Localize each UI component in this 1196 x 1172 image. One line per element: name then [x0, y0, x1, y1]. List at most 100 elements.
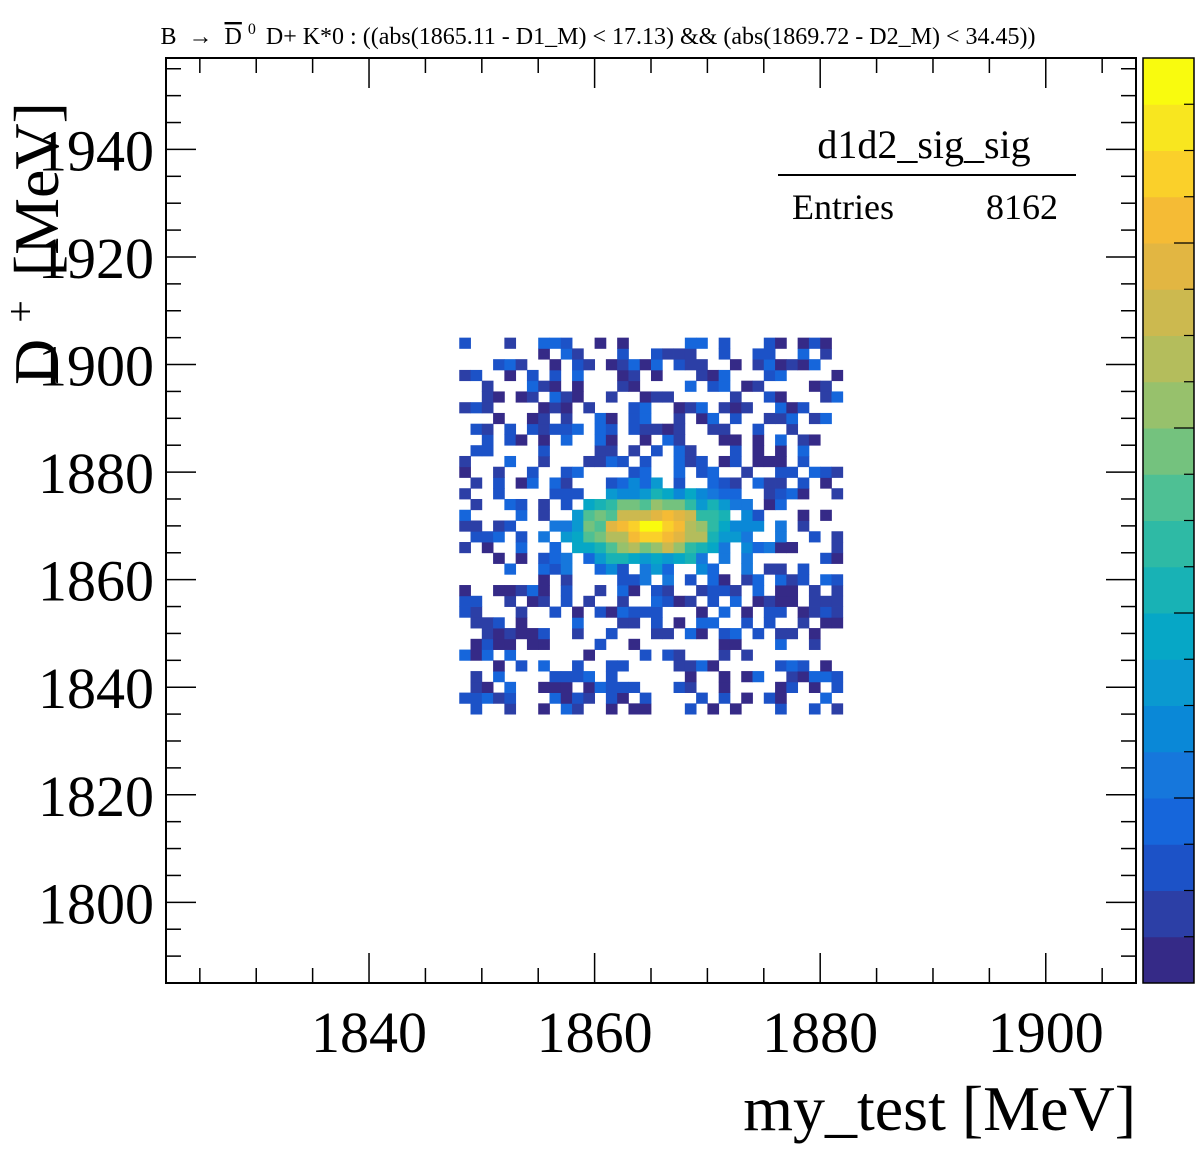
- heatmap-cell: [515, 542, 528, 554]
- title-dbar: D: [225, 24, 242, 50]
- heatmap-cell: [684, 671, 697, 683]
- heatmap-cell: [594, 498, 607, 511]
- heatmap-cell: [718, 520, 731, 532]
- heatmap-cell: [538, 380, 550, 392]
- palette-swatch: [1143, 196, 1194, 244]
- heatmap-cell: [763, 455, 776, 468]
- heatmap-cell: [696, 628, 708, 640]
- heatmap-cell: [526, 628, 539, 640]
- heatmap-cell: [639, 542, 652, 554]
- heatmap-cell: [741, 692, 753, 704]
- heatmap-cell: [639, 466, 652, 478]
- heatmap-cell: [538, 585, 550, 597]
- heatmap-cell: [718, 628, 731, 640]
- heatmap-cell: [786, 488, 799, 500]
- heatmap-cell: [786, 466, 799, 478]
- heatmap-cell: [808, 628, 821, 640]
- heatmap-cell: [752, 434, 765, 446]
- heatmap-cell: [718, 681, 731, 693]
- heatmap-cell: [583, 359, 596, 371]
- heatmap-cell: [628, 423, 641, 435]
- y-tick-label: 1860: [38, 549, 154, 614]
- heatmap-cell: [572, 391, 584, 403]
- palette-swatch: [1143, 104, 1194, 151]
- heatmap-cell: [651, 552, 663, 564]
- heatmap-cell: [673, 466, 686, 478]
- heatmap-cell: [729, 638, 742, 650]
- heatmap-cell: [741, 531, 753, 543]
- heatmap-cell: [459, 692, 471, 704]
- heatmap-cell: [718, 337, 731, 349]
- palette-swatch: [1143, 243, 1194, 290]
- heatmap-cell: [707, 703, 720, 715]
- heatmap-cell: [718, 585, 731, 597]
- heatmap-cell: [763, 692, 776, 704]
- heatmap-cell: [786, 542, 799, 554]
- heatmap-cell: [504, 703, 517, 715]
- heatmap-cell: [459, 585, 471, 597]
- heatmap-cell: [752, 671, 765, 683]
- heatmap-cell: [549, 380, 562, 392]
- heatmap-cell: [831, 617, 844, 629]
- heatmap-cell: [775, 692, 787, 704]
- heatmap-cell: [605, 531, 618, 543]
- heatmap-cell: [594, 520, 607, 532]
- y-tick-label: 1840: [38, 656, 154, 721]
- heatmap-cell: [651, 520, 663, 532]
- heatmap-cell: [549, 671, 562, 683]
- heatmap-cell: [538, 638, 550, 650]
- heatmap-cell: [628, 606, 641, 618]
- heatmap-cell: [651, 585, 663, 597]
- heatmap-cell: [538, 703, 550, 715]
- heatmap-cell: [684, 660, 697, 672]
- heatmap-cell: [775, 703, 787, 715]
- heatmap-cell: [617, 692, 629, 704]
- heatmap-cell: [752, 348, 765, 360]
- heatmap-cell: [617, 455, 629, 468]
- heatmap-cell: [684, 359, 697, 371]
- heatmap-cell: [538, 434, 550, 446]
- heatmap-cell: [662, 649, 674, 661]
- heatmap-cell: [470, 445, 483, 457]
- heatmap-cell: [504, 337, 517, 349]
- heatmap-cell: [707, 574, 720, 586]
- heatmap-cell: [775, 498, 787, 511]
- heatmap-cell: [729, 455, 742, 468]
- heatmap-cell: [775, 542, 787, 554]
- heatmap-cell: [493, 617, 505, 629]
- heatmap-cell: [662, 574, 674, 586]
- heatmap-cell: [651, 628, 663, 640]
- heatmap-cell: [696, 402, 708, 414]
- x-tick-label: 1840: [311, 1000, 427, 1065]
- heatmap-cell: [605, 628, 618, 640]
- heatmap-cell: [459, 509, 471, 521]
- heatmap-cell: [560, 671, 573, 683]
- heatmap-cell: [763, 498, 776, 511]
- heatmap-cell: [605, 455, 618, 468]
- heatmap-cell: [651, 606, 663, 618]
- heatmap-cell: [617, 681, 629, 693]
- heatmap-cell: [572, 423, 584, 435]
- heatmap-cell: [763, 542, 776, 554]
- heatmap-cell: [572, 380, 584, 392]
- heatmap-cell: [684, 380, 697, 392]
- heatmap-cell: [538, 574, 550, 586]
- heatmap-cell: [526, 595, 539, 607]
- x-axis-label: my_test [MeV]: [743, 1073, 1136, 1144]
- heatmap-cell: [775, 531, 787, 543]
- heatmap-cell: [797, 520, 810, 532]
- palette-swatch: [1143, 613, 1194, 660]
- heatmap-cell: [470, 638, 483, 650]
- heatmap-cell: [526, 477, 539, 489]
- heatmap-cell: [549, 369, 562, 382]
- heatmap-cell: [673, 455, 686, 468]
- palette-swatch: [1143, 474, 1194, 521]
- heatmap-cell: [696, 359, 708, 371]
- palette-swatch: [1143, 520, 1194, 568]
- heatmap-cell: [639, 509, 652, 521]
- heatmap-cell: [594, 445, 607, 457]
- heatmap-cell: [662, 542, 674, 554]
- heatmap-cell: [820, 574, 832, 586]
- heatmap-cell: [662, 520, 674, 532]
- heatmap-cell: [673, 402, 686, 414]
